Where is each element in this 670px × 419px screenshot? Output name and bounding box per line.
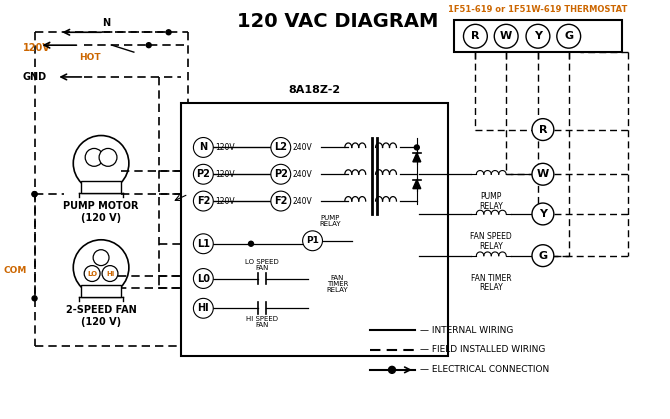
Circle shape bbox=[414, 145, 419, 150]
Text: 240V: 240V bbox=[293, 170, 312, 179]
Text: COM: COM bbox=[3, 266, 27, 275]
Circle shape bbox=[194, 298, 213, 318]
Text: LO SPEED
FAN: LO SPEED FAN bbox=[245, 259, 279, 271]
Text: L2: L2 bbox=[274, 142, 287, 153]
Circle shape bbox=[271, 191, 291, 211]
Text: FAN SPEED
RELAY: FAN SPEED RELAY bbox=[470, 232, 512, 251]
Text: 8A18Z-2: 8A18Z-2 bbox=[289, 85, 340, 95]
Polygon shape bbox=[413, 180, 421, 189]
Circle shape bbox=[194, 191, 213, 211]
Circle shape bbox=[389, 366, 395, 373]
Text: — ELECTRICAL CONNECTION: — ELECTRICAL CONNECTION bbox=[420, 365, 549, 374]
Text: P1: P1 bbox=[306, 236, 319, 245]
Circle shape bbox=[84, 266, 100, 282]
Text: N: N bbox=[102, 18, 110, 28]
Text: N: N bbox=[199, 142, 208, 153]
Text: 240V: 240V bbox=[293, 197, 312, 206]
Circle shape bbox=[557, 24, 581, 48]
Circle shape bbox=[532, 119, 554, 140]
Text: W: W bbox=[500, 31, 513, 41]
Text: PUMP MOTOR
(120 V): PUMP MOTOR (120 V) bbox=[64, 201, 139, 222]
Text: HOT: HOT bbox=[79, 53, 101, 62]
Text: LO: LO bbox=[87, 271, 97, 277]
Text: PUMP
RELAY: PUMP RELAY bbox=[480, 192, 503, 211]
Circle shape bbox=[271, 164, 291, 184]
Text: HI: HI bbox=[106, 271, 114, 277]
Circle shape bbox=[146, 43, 151, 48]
Text: 120 VAC DIAGRAM: 120 VAC DIAGRAM bbox=[237, 13, 438, 31]
Circle shape bbox=[464, 24, 487, 48]
Circle shape bbox=[194, 269, 213, 288]
Circle shape bbox=[532, 245, 554, 266]
Circle shape bbox=[194, 234, 213, 253]
Circle shape bbox=[532, 163, 554, 185]
Circle shape bbox=[85, 148, 103, 166]
Text: G: G bbox=[564, 31, 574, 41]
Circle shape bbox=[166, 30, 171, 35]
Text: 1F51-619 or 1F51W-619 THERMOSTAT: 1F51-619 or 1F51W-619 THERMOSTAT bbox=[448, 5, 628, 14]
Text: 120V: 120V bbox=[215, 143, 235, 152]
Text: W: W bbox=[537, 169, 549, 179]
Text: 120V: 120V bbox=[23, 43, 50, 53]
Circle shape bbox=[32, 191, 37, 197]
Circle shape bbox=[32, 296, 37, 301]
Circle shape bbox=[271, 137, 291, 158]
Text: FAN TIMER
RELAY: FAN TIMER RELAY bbox=[471, 274, 512, 292]
Text: — INTERNAL WIRING: — INTERNAL WIRING bbox=[420, 326, 513, 335]
Circle shape bbox=[99, 148, 117, 166]
Bar bbox=[81, 285, 121, 297]
Text: P2: P2 bbox=[196, 169, 210, 179]
Text: PUMP
RELAY: PUMP RELAY bbox=[320, 215, 341, 227]
Text: FAN
TIMER
RELAY: FAN TIMER RELAY bbox=[326, 275, 348, 293]
Circle shape bbox=[102, 266, 118, 282]
Bar bbox=[182, 103, 448, 356]
Text: 120V: 120V bbox=[215, 170, 235, 179]
Text: 2-SPEED FAN
(120 V): 2-SPEED FAN (120 V) bbox=[66, 305, 137, 327]
Text: F2: F2 bbox=[274, 196, 287, 206]
Text: Y: Y bbox=[534, 31, 542, 41]
Text: F2: F2 bbox=[197, 196, 210, 206]
Circle shape bbox=[303, 231, 322, 251]
Text: HI SPEED
FAN: HI SPEED FAN bbox=[246, 316, 278, 328]
Circle shape bbox=[194, 137, 213, 158]
Circle shape bbox=[532, 203, 554, 225]
Text: L1: L1 bbox=[197, 239, 210, 249]
Circle shape bbox=[526, 24, 550, 48]
Text: 240V: 240V bbox=[293, 143, 312, 152]
Circle shape bbox=[93, 250, 109, 266]
Text: R: R bbox=[539, 124, 547, 134]
Text: HI: HI bbox=[198, 303, 209, 313]
Text: P2: P2 bbox=[274, 169, 287, 179]
Text: 120V: 120V bbox=[215, 197, 235, 206]
Text: GND: GND bbox=[23, 72, 47, 82]
Bar bbox=[454, 21, 622, 52]
Text: L0: L0 bbox=[197, 274, 210, 284]
Polygon shape bbox=[413, 153, 421, 162]
Text: Y: Y bbox=[539, 209, 547, 219]
Circle shape bbox=[249, 241, 253, 246]
Text: G: G bbox=[539, 251, 547, 261]
Circle shape bbox=[494, 24, 518, 48]
Circle shape bbox=[32, 191, 37, 197]
Text: — FIELD INSTALLED WIRING: — FIELD INSTALLED WIRING bbox=[420, 346, 545, 354]
Text: R: R bbox=[471, 31, 480, 41]
Circle shape bbox=[194, 164, 213, 184]
Bar bbox=[81, 181, 121, 193]
